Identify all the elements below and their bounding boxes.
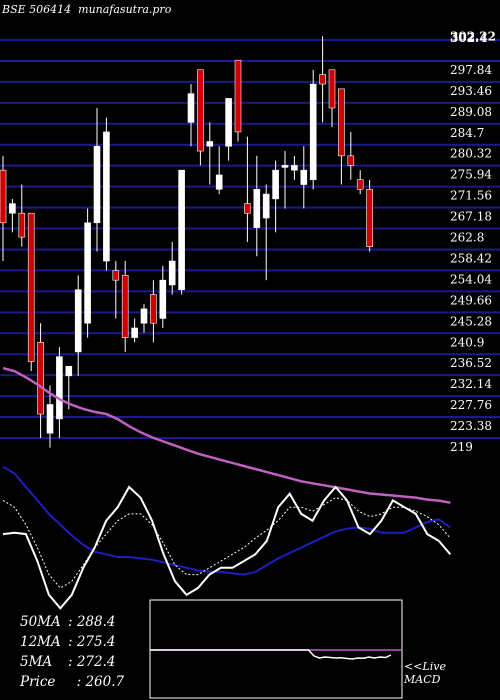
candle-bear (244, 203, 251, 214)
candle-bull (93, 145, 101, 224)
candle-bull (131, 327, 138, 338)
ma-row-12: 12MA: 275.4 (20, 632, 124, 652)
ma-value: 260.7 (85, 674, 125, 690)
tick-label: 223.38 (450, 419, 492, 433)
tick-label: 245.28 (450, 314, 492, 328)
tick-label: 284.7 (450, 126, 484, 140)
tick-label: 289.08 (450, 105, 492, 119)
candle-bull (178, 169, 185, 291)
indicator-line-blue (2, 465, 451, 576)
tick-label: 232.14 (450, 377, 492, 391)
ma-row-price: Price : 260.7 (20, 672, 124, 692)
ma-value: 272.4 (76, 654, 116, 670)
tick-label-top: 302.22 (450, 30, 496, 44)
candle-bull (159, 279, 167, 319)
chart-title: BSE 506414 munafasutra.pro (2, 3, 171, 16)
ma-sep: : (68, 654, 77, 670)
candle-bull (187, 93, 195, 123)
candle-bear (366, 189, 373, 247)
candle-bull (9, 203, 16, 214)
tick-label: 219 (450, 440, 473, 454)
candle-bull (291, 165, 298, 171)
candle-bull (168, 260, 176, 286)
price-grid (0, 39, 500, 439)
candle-bear (328, 69, 336, 109)
tick-label: 236.52 (450, 356, 492, 370)
tick-label: 280.32 (450, 147, 492, 161)
tick-label: 227.76 (450, 398, 492, 412)
candle-bear (347, 155, 355, 166)
candle-bear (197, 69, 204, 152)
indicator-panel (2, 465, 452, 610)
candle-bull (103, 131, 110, 262)
candle-bull (46, 404, 54, 434)
indicator-line-dotted (2, 497, 451, 589)
candle-bull (281, 165, 289, 168)
macd-line (150, 649, 392, 660)
macd-live-link[interactable]: <<Live (404, 660, 446, 673)
macd-box (149, 599, 403, 699)
candle-bear (0, 169, 7, 224)
candle-bull (65, 365, 73, 377)
macd-name: MACD (404, 673, 441, 686)
macd-inset (149, 599, 403, 699)
ma-label: 5MA (20, 654, 53, 670)
tick-label: 297.84 (450, 63, 492, 77)
tick-label: 254.04 (450, 272, 492, 286)
ma-sep: : (68, 674, 86, 690)
candle-bear (338, 88, 345, 157)
candle-bull (253, 189, 261, 228)
tick-label: 293.46 (450, 84, 492, 98)
indicator-line-white (2, 485, 452, 610)
candle-bear (234, 59, 242, 133)
ma-line-purple (2, 366, 451, 504)
ma-value: 275.4 (76, 634, 116, 650)
ma-readout: 50MA: 288.4 12MA: 275.4 5MA: 272.4 Price… (20, 612, 124, 692)
candle-bull (272, 169, 279, 200)
candle-bull (262, 193, 270, 219)
candle-bull (140, 308, 148, 324)
ma-value: 288.4 (76, 614, 116, 630)
candle-bull (215, 174, 223, 190)
site-text: munafasutra.pro (78, 3, 172, 16)
ma-row-50: 50MA: 288.4 (20, 612, 124, 632)
candle-bear (356, 179, 364, 190)
tick-label-top: 302.4 (450, 31, 488, 45)
tick-label: 267.18 (450, 210, 492, 224)
candle-bear (37, 342, 44, 415)
tick-label: 262.8 (450, 231, 484, 245)
tick-label: 240.9 (450, 335, 484, 349)
candle-bull (309, 83, 317, 181)
symbol-text: BSE 506414 (2, 3, 72, 16)
candle-bull (300, 169, 308, 185)
candle-bear (319, 74, 326, 85)
candles (0, 36, 373, 448)
candle-bear (27, 212, 35, 362)
ma-label: Price (20, 674, 56, 690)
tick-label: 258.42 (450, 251, 492, 265)
price-axis: 297.84 293.46 289.08 284.7 280.32 275.94 271.5… (450, 30, 496, 455)
candle-bull (56, 356, 63, 420)
candle-bull (74, 289, 82, 353)
ma-label: 50MA (20, 614, 61, 630)
ma-sep: : (68, 634, 77, 650)
tick-label: 271.56 (450, 189, 492, 203)
ma-sep: : (68, 614, 77, 630)
candle-bear (121, 275, 129, 338)
candle-bear (112, 270, 120, 281)
ma-overlay (2, 366, 451, 504)
macd-label: <<Live MACD (404, 660, 446, 686)
ma-label: 12MA (20, 634, 61, 650)
tick-label: 249.66 (450, 293, 492, 307)
candle-bull (225, 98, 232, 147)
tick-label: 275.94 (450, 168, 492, 182)
candle-bull (206, 141, 214, 147)
candle-bear (18, 212, 26, 238)
candle-bull (84, 222, 91, 324)
candle-bear (150, 294, 157, 324)
ma-row-5: 5MA: 272.4 (20, 652, 124, 672)
